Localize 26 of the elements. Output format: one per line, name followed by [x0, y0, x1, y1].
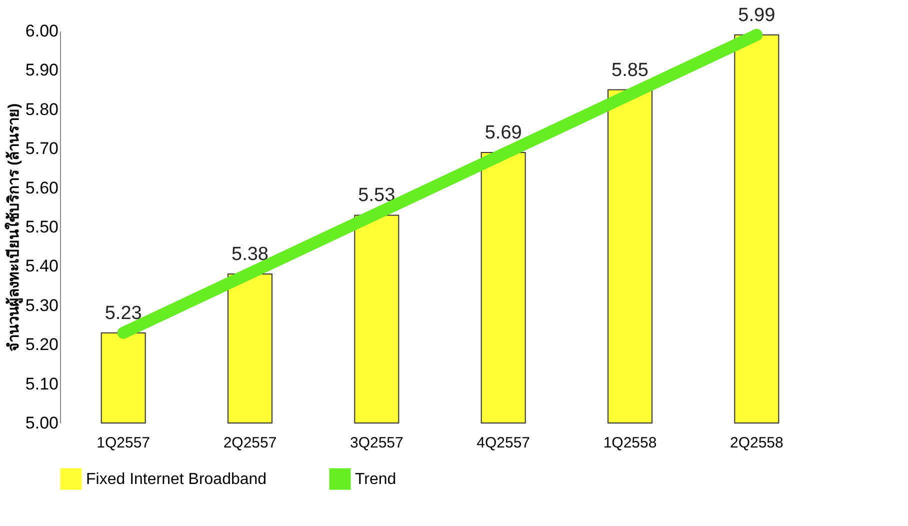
- y-tick-label: 5.10: [25, 374, 58, 394]
- y-tick-label: 5.00: [25, 414, 58, 432]
- y-tick-label: 5.70: [25, 139, 58, 158]
- data-label: 5.69: [484, 122, 522, 144]
- y-tick-label: 5.20: [25, 335, 58, 354]
- legend-label: Fixed Internet Broadband: [86, 471, 267, 488]
- x-tick-label: 2Q2557: [223, 434, 277, 452]
- y-tick-label: 5.90: [25, 60, 58, 80]
- x-tick-label: 2Q2558: [730, 434, 784, 452]
- y-axis-title: จำนวนผู้ลงทะเบียนใช้บริการ (ล้านราย): [4, 103, 24, 352]
- x-tick-label: 1Q2557: [96, 434, 150, 452]
- data-label: 5.53: [358, 185, 396, 206]
- x-tick-label: 1Q2558: [603, 434, 657, 452]
- data-label: 5.99: [738, 4, 776, 26]
- data-label: 5.85: [612, 60, 648, 81]
- y-tick-label: 5.30: [25, 296, 58, 315]
- x-tick-label: 4Q2557: [476, 434, 530, 452]
- y-tick-label: 6.00: [25, 22, 58, 40]
- y-tick-label: 5.50: [25, 218, 58, 236]
- x-tick-label: 3Q2557: [350, 434, 404, 452]
- y-tick-label: 5.80: [25, 100, 58, 119]
- y-tick-label: 5.60: [25, 178, 58, 198]
- data-label: 5.23: [104, 302, 142, 324]
- y-tick-label: 5.40: [25, 256, 58, 276]
- data-label: 5.38: [232, 244, 268, 266]
- legend-label: Trend: [355, 471, 396, 488]
